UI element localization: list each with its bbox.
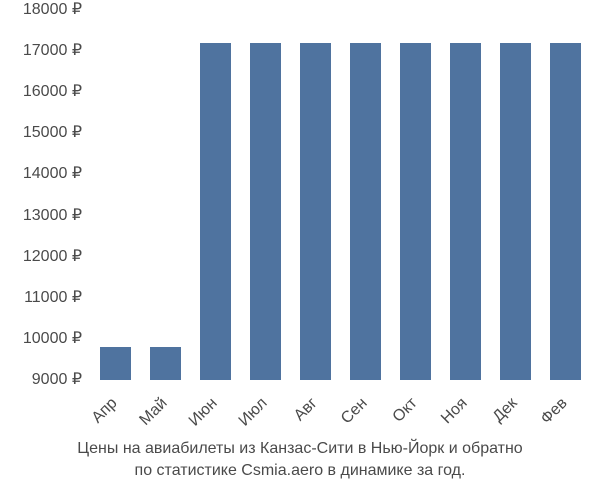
- x-tick-label: Фев: [523, 395, 571, 443]
- x-tick-label: Сен: [323, 395, 371, 443]
- y-tick-label: 11000 ₽: [0, 290, 82, 306]
- plot-area: [90, 10, 590, 380]
- bar: [200, 43, 231, 380]
- bar: [400, 43, 431, 380]
- y-tick-label: 13000 ₽: [0, 208, 82, 224]
- y-tick-label: 9000 ₽: [0, 372, 82, 388]
- bar: [300, 43, 331, 380]
- bar: [100, 347, 131, 380]
- y-tick-label: 14000 ₽: [0, 166, 82, 182]
- bar: [450, 43, 481, 380]
- y-tick-label: 16000 ₽: [0, 84, 82, 100]
- x-tick-label: Авг: [273, 395, 321, 443]
- bar: [350, 43, 381, 380]
- caption-line-2: по статистике Csmia.aero в динамике за г…: [135, 462, 466, 479]
- x-tick-label: Дек: [473, 395, 521, 443]
- y-tick-label: 15000 ₽: [0, 125, 82, 141]
- x-tick-label: Апр: [73, 395, 121, 443]
- x-tick-label: Июл: [223, 395, 271, 443]
- bar: [500, 43, 531, 380]
- bar: [150, 347, 181, 380]
- y-tick-label: 12000 ₽: [0, 249, 82, 265]
- caption-line-1: Цены на авиабилеты из Канзас-Сити в Нью-…: [77, 440, 522, 457]
- bar: [550, 43, 581, 380]
- x-tick-label: Май: [123, 395, 171, 443]
- price-chart: АпрМайИюнИюлАвгСенОктНояДекФев Цены на а…: [0, 0, 600, 500]
- y-tick-label: 17000 ₽: [0, 43, 82, 59]
- bar: [250, 43, 281, 380]
- y-tick-label: 10000 ₽: [0, 331, 82, 347]
- x-tick-label: Окт: [373, 395, 421, 443]
- y-tick-label: 18000 ₽: [0, 2, 82, 18]
- x-tick-label: Июн: [173, 395, 221, 443]
- chart-caption: Цены на авиабилеты из Канзас-Сити в Нью-…: [0, 438, 600, 482]
- x-tick-label: Ноя: [423, 395, 471, 443]
